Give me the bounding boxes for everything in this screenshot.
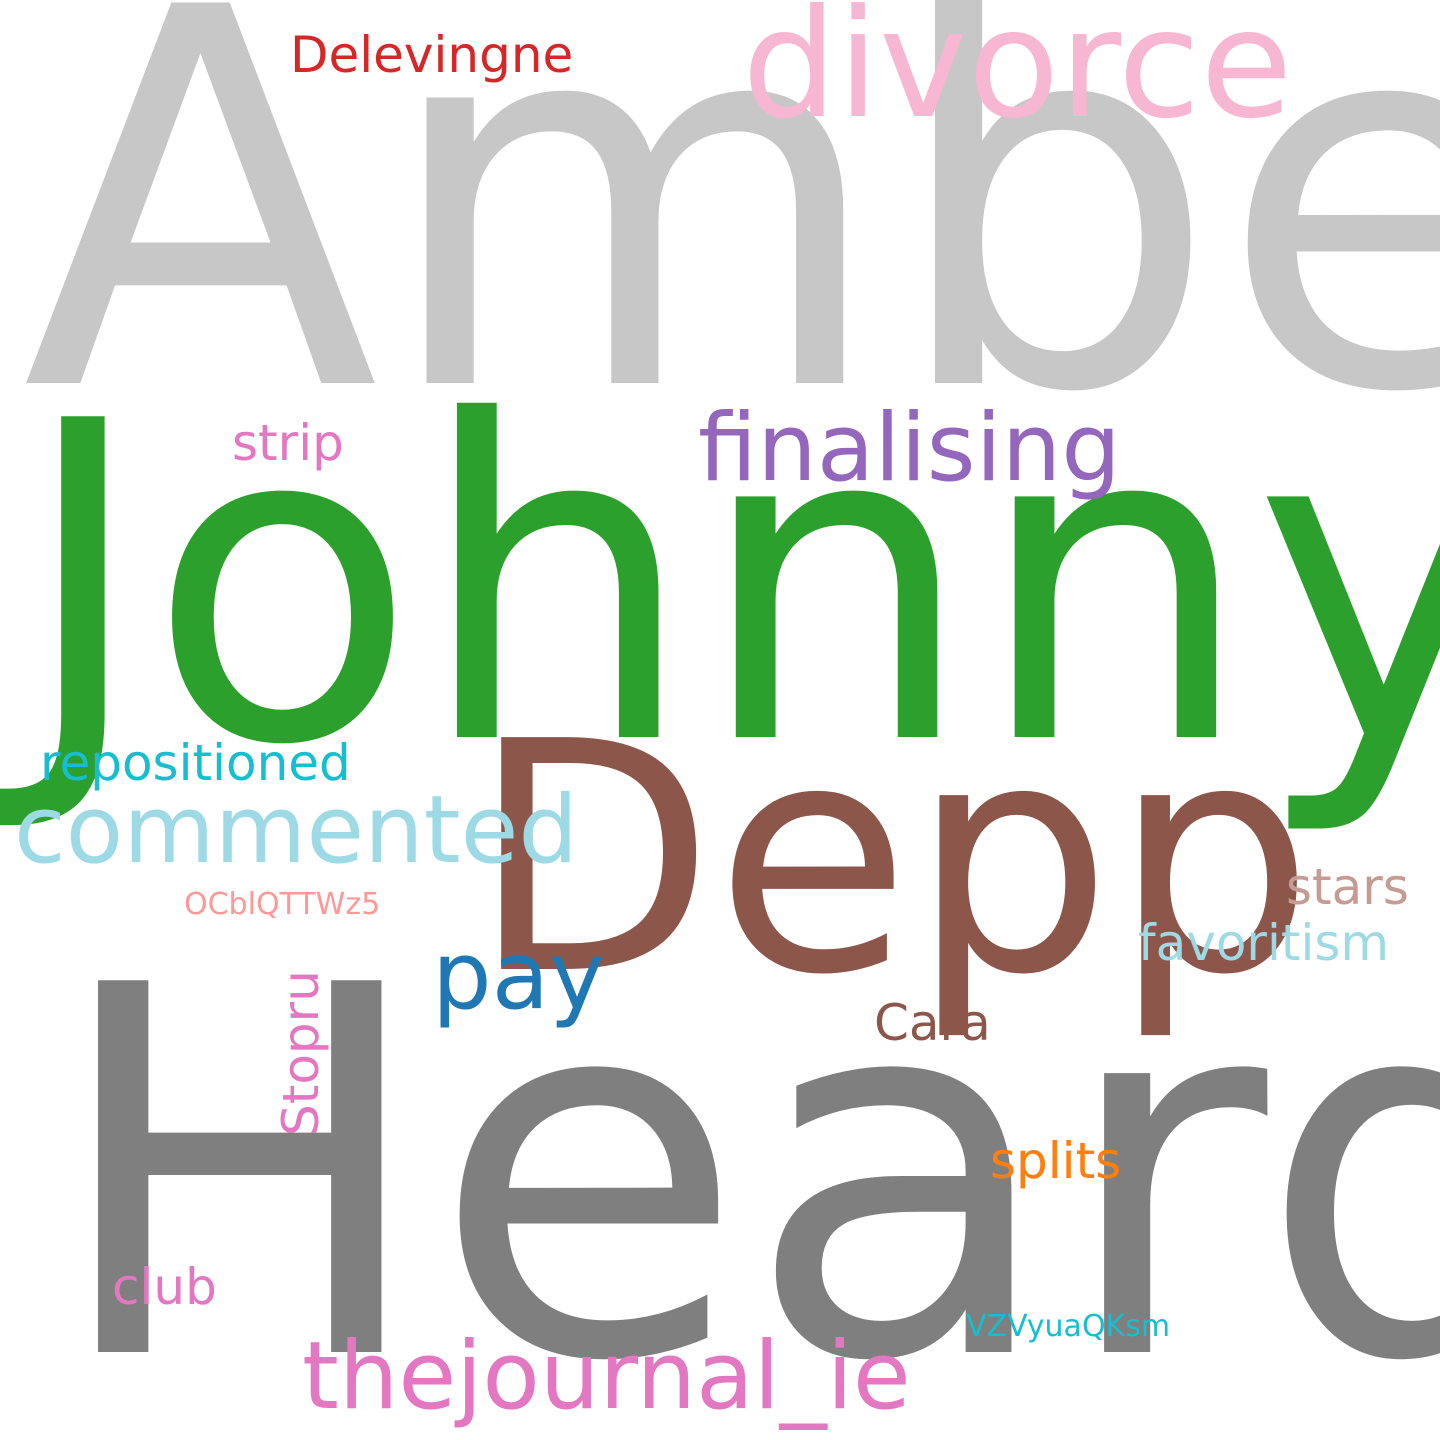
word-pay: pay: [432, 922, 605, 1031]
word-club: club: [112, 1258, 217, 1316]
word-splits: splits: [990, 1132, 1122, 1190]
word-strip: strip: [232, 414, 344, 472]
word-heard: Heard: [48, 880, 1440, 1440]
word-stopru: Stopru: [272, 970, 330, 1136]
word-delevingne: Delevingne: [290, 26, 574, 84]
word-finalising: finalising: [698, 394, 1121, 503]
word-code-vzvyuaqksm: VZVyuaQKsm: [966, 1309, 1171, 1344]
word-johnny: Johnny: [18, 329, 1440, 841]
word-repositioned: repositioned: [40, 734, 351, 792]
word-cara: Cara: [874, 994, 991, 1052]
word-commented: commented: [14, 776, 579, 885]
word-divorce: divorce: [742, 0, 1293, 152]
word-depp: Depp: [470, 674, 1315, 1044]
word-amber: Amber: [22, 0, 1440, 507]
word-thejournal-ie: thejournal_ie: [302, 1322, 911, 1431]
word-code-ocblqttwz5: OCblQTTWz5: [184, 887, 381, 922]
word-stars: stars: [1286, 858, 1409, 916]
word-favoritism: favoritism: [1138, 914, 1390, 972]
